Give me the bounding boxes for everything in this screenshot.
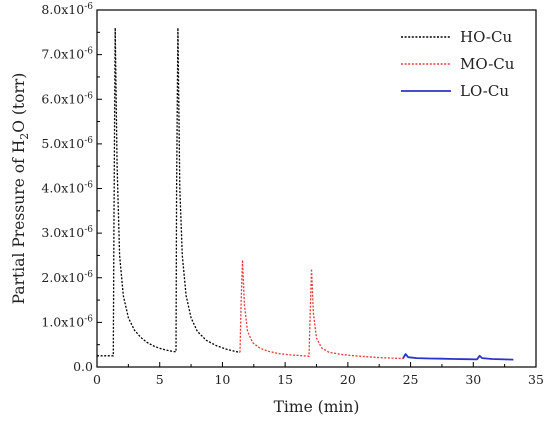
y-axis-label: Partial Pressure of H2O (torr) — [10, 73, 31, 305]
y-tick-label: 1.0x10-6 — [41, 314, 93, 329]
x-tick-label: 0 — [93, 372, 101, 387]
x-axis-label: Time (min) — [274, 398, 360, 416]
x-tick-label: 10 — [214, 372, 230, 387]
y-tick-label: 6.0x10-6 — [41, 91, 93, 106]
y-tick-label: 2.0x10-6 — [41, 270, 93, 285]
y-tick-label: 4.0x10-6 — [41, 181, 93, 196]
series-line-lo-cu — [402, 353, 514, 361]
x-tick-label: 25 — [403, 372, 419, 387]
ticks-layer: 0 5 10 15 20 25 30 35 0.0 1.0x10-6 2.0x10-6 3.0x10-… — [41, 2, 544, 387]
y-tick-label: 8.0x10-6 — [41, 2, 93, 17]
y-tick-label: 3.0x10-6 — [41, 225, 93, 240]
legend: HO-Cu MO-Cu LO-Cu — [401, 28, 515, 100]
series-layer — [97, 27, 514, 361]
legend-label-mo-cu: MO-Cu — [460, 55, 515, 73]
y-tick-label: 7.0x10-6 — [41, 47, 93, 62]
y-tick-label: 0.0 — [73, 359, 93, 374]
x-tick-label: 5 — [156, 372, 164, 387]
series-line-ho-cu — [97, 27, 241, 357]
legend-label-lo-cu: LO-Cu — [460, 82, 509, 100]
x-tick-label: 30 — [465, 372, 481, 387]
x-tick-label: 20 — [340, 372, 356, 387]
x-tick-label: 15 — [277, 372, 293, 387]
x-tick-label: 35 — [528, 372, 544, 387]
series-line-mo-cu — [239, 259, 404, 360]
legend-label-ho-cu: HO-Cu — [460, 28, 512, 46]
y-tick-label: 5.0x10-6 — [41, 136, 93, 151]
